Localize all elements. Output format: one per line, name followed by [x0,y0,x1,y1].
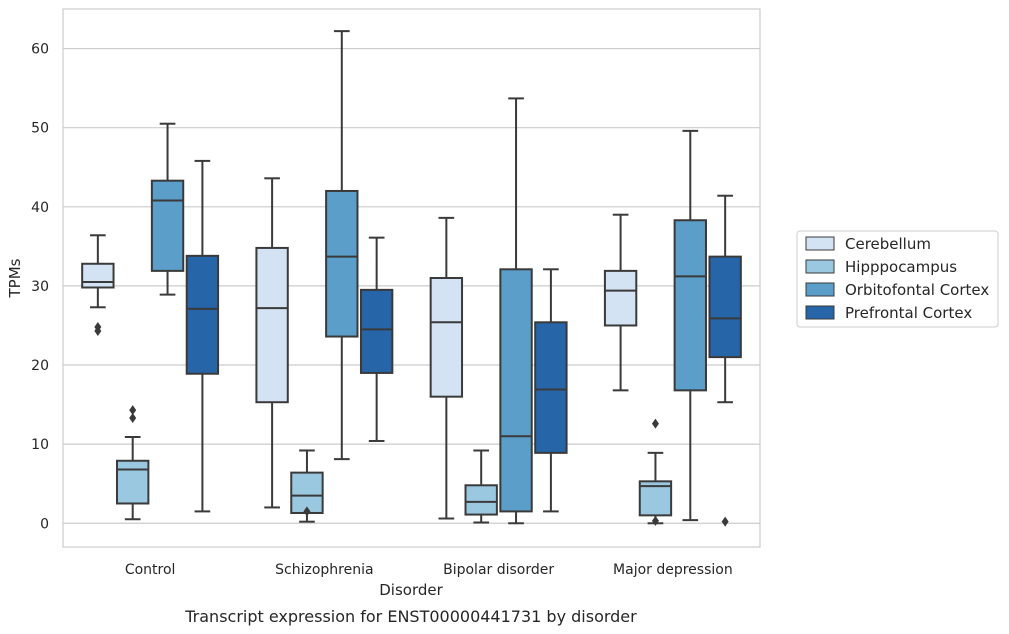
box [185,254,220,375]
legend-swatch [805,259,835,274]
legend-frame [796,230,999,328]
y-tick-label: 0 [40,516,49,532]
x-tick-label: Control [125,562,176,578]
box [534,321,568,454]
outlier-point [651,515,659,526]
box [116,459,150,505]
box-group [673,129,707,522]
y-tick-label: 60 [31,42,49,58]
legend-swatch [805,236,835,251]
box-group [359,236,394,442]
x-tick-labels: Control Schizophrenia Bipolar disorder Majo… [125,562,733,578]
y-tick-label: 10 [31,437,49,453]
legend: Cerebellum Hipppocampus Orbitofontal Corte… [796,230,999,328]
y-tick-label: 30 [31,279,49,295]
figure-caption: Transcript expression for ENST0000044173… [184,607,637,626]
y-tick-label: 20 [31,358,49,374]
y-axis-label: TPMs [6,258,24,298]
y-tick-label: 50 [31,121,49,137]
box-group [534,268,568,513]
legend-swatch [805,282,835,297]
box-group [638,418,673,526]
box [499,268,533,513]
box-group [290,449,324,523]
box [150,179,185,272]
x-tick-label: Major depression [613,562,733,578]
box-group [150,122,185,296]
box-group [499,97,533,525]
legend-swatch [805,305,835,320]
y-tick-label: 40 [31,200,49,216]
x-axis-label: Disorder [379,581,443,599]
box [603,269,638,327]
legend-label: Prefrontal Cortex [845,304,972,322]
box-group [325,30,359,461]
legend-label: Hipppocampus [845,258,957,276]
outlier-point [303,506,311,517]
plot-frame [62,8,761,548]
box [708,255,742,359]
box-group [603,213,638,392]
outlier-point [651,418,659,429]
box [673,219,707,392]
box-group [708,194,742,527]
outlier-point [94,322,102,333]
box-group [255,177,289,509]
box-group [116,405,150,521]
outlier-point [129,413,137,424]
box-group [185,159,220,513]
legend-label: Cerebellum [845,235,931,253]
legend-label: Orbitofontal Cortex [845,281,989,299]
box [359,288,394,374]
x-tick-label: Schizophrenia [275,562,373,578]
x-tick-label: Bipolar disorder [443,562,554,578]
outlier-point [129,405,137,416]
box-group [429,216,464,520]
y-tick-labels: 0 10 20 30 40 50 60 [31,42,49,533]
box [325,189,359,338]
box [81,262,115,289]
box [464,484,498,516]
box-group [464,449,498,524]
box-series [81,30,742,527]
outlier-point [721,516,729,527]
box [429,277,464,398]
box [255,246,289,404]
box-group [81,234,115,337]
